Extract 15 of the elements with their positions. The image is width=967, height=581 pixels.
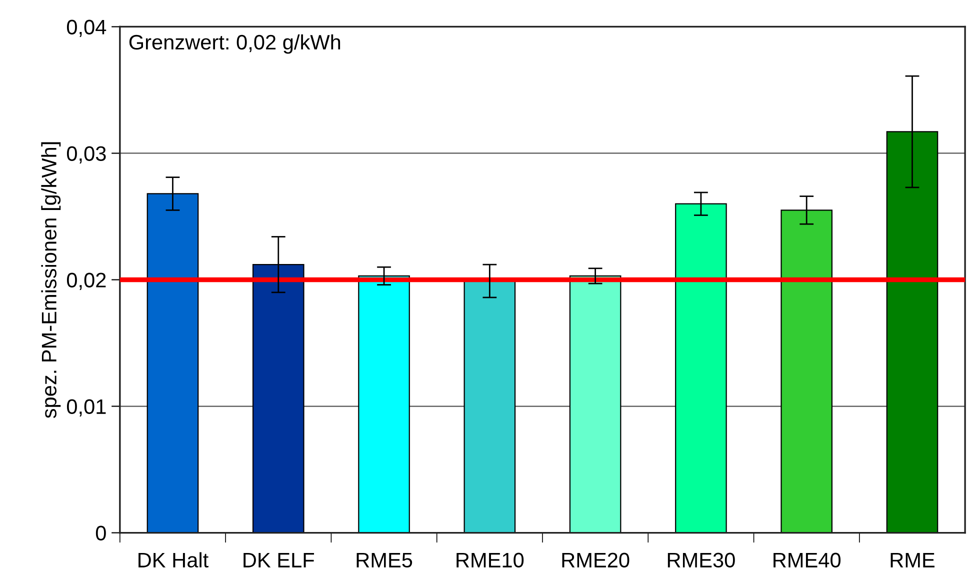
y-axis-title: spez. PM-Emissionen [g/kWh] [41, 142, 61, 418]
x-tick-label: RME20 [562, 552, 630, 568]
y-tick-label: 0 [96, 526, 106, 541]
x-tick-label: DK ELF [244, 552, 314, 568]
x-tick-label: RME30 [668, 552, 735, 568]
y-tick-label: 0,02 [66, 272, 106, 290]
x-tick-label: RME40 [774, 552, 841, 568]
x-tick-label: RME5 [356, 552, 412, 568]
y-tick-label: 0,03 [66, 146, 106, 164]
annotation: Grenzwert: 0,02 g/kWh [129, 34, 340, 54]
y-tick-label: 0,01 [66, 399, 106, 416]
x-tick-label: RME10 [456, 552, 524, 568]
x-tick-label: RME [890, 552, 934, 568]
y-tick-label: 0,04 [66, 20, 106, 37]
x-tick-label: DK Halt [138, 552, 208, 568]
